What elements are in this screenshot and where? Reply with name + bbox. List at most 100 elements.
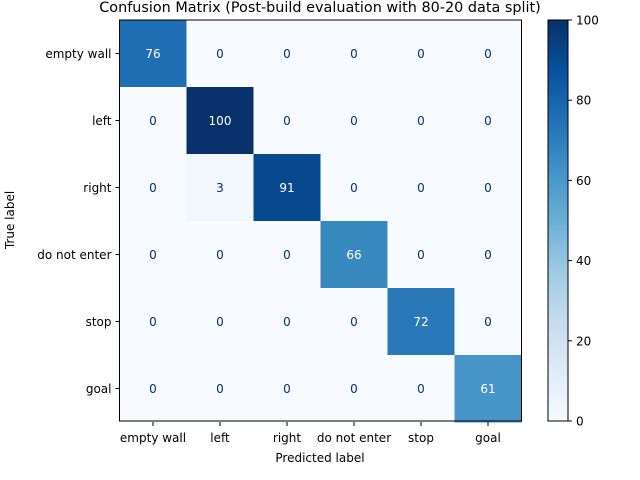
- cell-value-label-0-2: 0: [283, 47, 291, 61]
- heatmap-cell-4-2: [253, 288, 321, 356]
- cell-value-label-1-0: 0: [149, 114, 157, 128]
- cell-value-label-1-1: 100: [209, 114, 232, 128]
- heatmap-cells: [119, 20, 522, 423]
- heatmap-cell-2-4: [387, 154, 455, 222]
- heatmap-cell-0-4: [387, 20, 455, 88]
- heatmap-cell-4-4: [387, 288, 455, 356]
- chart-title: Confusion Matrix (Post-build evaluation …: [99, 0, 541, 16]
- heatmap-cell-1-3: [320, 87, 388, 155]
- cell-value-label-5-0: 0: [149, 382, 157, 396]
- cell-value-label-5-4: 0: [417, 382, 425, 396]
- cell-value-label-1-3: 0: [350, 114, 358, 128]
- heatmap-cell-2-1: [186, 154, 254, 222]
- heatmap-cell-5-3: [320, 355, 388, 423]
- cell-value-label-3-4: 0: [417, 248, 425, 262]
- heatmap-cell-1-0: [119, 87, 187, 155]
- heatmap-cell-2-5: [454, 154, 522, 222]
- cell-value-label-2-4: 0: [417, 181, 425, 195]
- y-tick-label-3: do not enter: [37, 248, 111, 262]
- y-tick-label-2: right: [83, 181, 111, 195]
- cell-value-label-1-4: 0: [417, 114, 425, 128]
- heatmap-cell-4-1: [186, 288, 254, 356]
- cell-value-label-2-2: 91: [279, 181, 294, 195]
- heatmap-cell-4-0: [119, 288, 187, 356]
- cell-value-label-3-2: 0: [283, 248, 291, 262]
- cell-value-label-1-2: 0: [283, 114, 291, 128]
- heatmap-cell-3-1: [186, 221, 254, 289]
- colorbar-axis: 0 20 40 60 80 100: [568, 14, 599, 429]
- heatmap-cell-0-5: [454, 20, 522, 88]
- cell-value-label-2-0: 0: [149, 181, 157, 195]
- heatmap-cell-5-1: [186, 355, 254, 423]
- colorbar: [547, 19, 569, 422]
- cell-value-label-0-4: 0: [417, 47, 425, 61]
- cell-value-label-0-3: 0: [350, 47, 358, 61]
- heatmap-cell-4-5: [454, 288, 522, 356]
- heatmap-cell-0-3: [320, 20, 388, 88]
- y-tick-label-4: stop: [86, 315, 112, 329]
- cell-value-label-4-0: 0: [149, 315, 157, 329]
- colorbar-tick-label-5: 100: [576, 14, 599, 28]
- cell-value-label-3-1: 0: [216, 248, 224, 262]
- y-axis: empty wall left right do not enter stop goal: [37, 47, 120, 396]
- cell-value-label-0-1: 0: [216, 47, 224, 61]
- heatmap-cell-1-5: [454, 87, 522, 155]
- heatmap-cell-5-0: [119, 355, 187, 423]
- cell-value-label-5-5: 61: [480, 382, 495, 396]
- cell-value-label-4-4: 72: [413, 315, 428, 329]
- heatmap-cell-3-4: [387, 221, 455, 289]
- cell-value-label-3-0: 0: [149, 248, 157, 262]
- y-axis-label: True label: [3, 191, 17, 250]
- colorbar-tick-label-1: 20: [576, 334, 591, 348]
- cell-value-label-0-0: 76: [145, 47, 160, 61]
- x-tick-label-0: empty wall: [120, 431, 186, 445]
- x-tick-label-4: stop: [408, 431, 434, 445]
- colorbar-tick-label-2: 40: [576, 254, 591, 268]
- heatmap-cell-5-4: [387, 355, 455, 423]
- heatmap-cell-5-5: [454, 355, 522, 423]
- cell-value-label-3-5: 0: [484, 248, 492, 262]
- heatmap-cell-3-5: [454, 221, 522, 289]
- cell-value-label-4-1: 0: [216, 315, 224, 329]
- heatmap-cell-0-2: [253, 20, 321, 88]
- x-tick-label-5: goal: [475, 431, 501, 445]
- heatmap-cell-3-2: [253, 221, 321, 289]
- plot-frame: [119, 19, 522, 422]
- cell-value-label-2-1: 3: [216, 181, 224, 195]
- heatmap-cell-2-3: [320, 154, 388, 222]
- colorbar-tick-label-4: 80: [576, 94, 591, 108]
- x-tick-label-3: do not enter: [317, 431, 391, 445]
- heatmap-cell-0-0: [119, 20, 187, 88]
- heatmap-cell-4-3: [320, 288, 388, 356]
- cell-value-label-4-3: 0: [350, 315, 358, 329]
- cell-value-label-3-3: 66: [346, 248, 361, 262]
- x-tick-label-1: left: [210, 431, 230, 445]
- heatmap-cell-2-0: [119, 154, 187, 222]
- heatmap-cell-2-2: [253, 154, 321, 222]
- heatmap-cell-1-2: [253, 87, 321, 155]
- heatmap-cell-labels: 76 0 0 0 0 0 0 100 0 0 0 0 0 3 91 0 0 0 0 0 0 66 0 0 0 0 0 0 72 0 0 0 0 0…: [145, 47, 495, 396]
- x-axis-label: Predicted label: [275, 451, 364, 465]
- colorbar-tick-label-0: 0: [576, 415, 584, 429]
- heatmap-cell-3-0: [119, 221, 187, 289]
- heatmap-cell-5-2: [253, 355, 321, 423]
- cell-value-label-5-1: 0: [216, 382, 224, 396]
- y-tick-label-0: empty wall: [45, 47, 111, 61]
- y-tick-label-1: left: [92, 114, 112, 128]
- cell-value-label-2-5: 0: [484, 181, 492, 195]
- heatmap-cell-1-4: [387, 87, 455, 155]
- cell-value-label-0-5: 0: [484, 47, 492, 61]
- cell-value-label-5-3: 0: [350, 382, 358, 396]
- x-tick-label-2: right: [273, 431, 301, 445]
- heatmap-cell-1-1: [186, 87, 254, 155]
- y-tick-label-5: goal: [86, 382, 112, 396]
- cell-value-label-1-5: 0: [484, 114, 492, 128]
- x-axis: empty wall left right do not enter stop goal: [120, 422, 501, 445]
- cell-value-label-4-2: 0: [283, 315, 291, 329]
- heatmap-cell-0-1: [186, 20, 254, 88]
- colorbar-tick-label-3: 60: [576, 174, 591, 188]
- cell-value-label-2-3: 0: [350, 181, 358, 195]
- cell-value-label-5-2: 0: [283, 382, 291, 396]
- cell-value-label-4-5: 0: [484, 315, 492, 329]
